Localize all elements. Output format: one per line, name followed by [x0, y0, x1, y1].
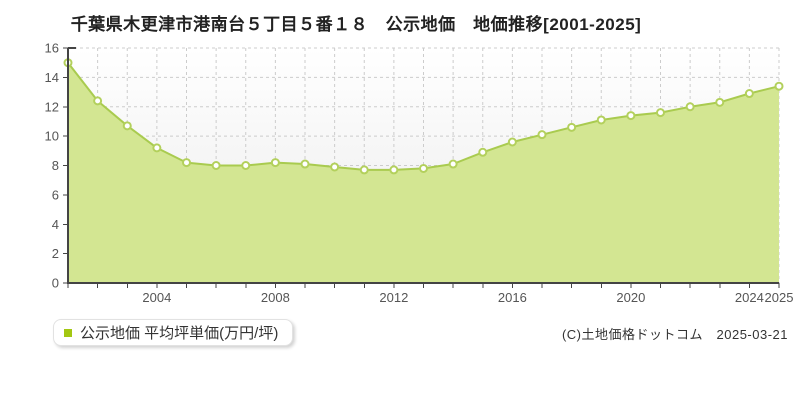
- data-point[interactable]: [359, 165, 369, 175]
- data-point[interactable]: [656, 108, 665, 118]
- x-tick-label: 2020: [616, 290, 645, 305]
- data-point[interactable]: [774, 81, 784, 91]
- data-point[interactable]: [715, 97, 725, 107]
- data-point[interactable]: [685, 102, 695, 112]
- legend-marker-swatch: [64, 328, 72, 337]
- data-point[interactable]: [448, 159, 458, 169]
- x-tick-label: 2004: [142, 290, 171, 305]
- y-tick-label: 0: [52, 276, 59, 291]
- legend-label: 公示地価 平均坪単価(万円/坪): [80, 325, 279, 342]
- data-point[interactable]: [507, 137, 517, 147]
- x-tick-label: 2025: [765, 290, 794, 305]
- data-point[interactable]: [122, 121, 132, 131]
- data-point[interactable]: [182, 158, 191, 168]
- data-point[interactable]: [537, 130, 547, 140]
- page-title: 千葉県木更津市港南台５丁目５番１８ 公示地価 地価推移[2001-2025]: [70, 15, 642, 34]
- data-point[interactable]: [270, 158, 280, 168]
- x-tick-label: 2012: [379, 290, 408, 305]
- copyright-text: (C)土地価格ドットコム 2025-03-21: [561, 327, 788, 342]
- data-point[interactable]: [93, 96, 103, 106]
- y-tick-label: 14: [45, 70, 59, 85]
- y-tick-label: 2: [52, 246, 59, 261]
- data-point[interactable]: [626, 111, 636, 121]
- legend: 公示地価 平均坪単価(万円/坪): [53, 319, 294, 346]
- data-point[interactable]: [419, 163, 428, 173]
- data-point[interactable]: [300, 159, 310, 169]
- data-point[interactable]: [596, 115, 606, 125]
- data-point[interactable]: [241, 161, 251, 170]
- x-tick-label: 2024: [735, 290, 764, 305]
- y-tick-label: 6: [52, 187, 59, 202]
- x-tick-label: 2008: [261, 290, 290, 305]
- data-point[interactable]: [330, 162, 340, 172]
- y-tick-label: 10: [45, 129, 59, 144]
- data-point[interactable]: [744, 89, 754, 99]
- data-point[interactable]: [567, 122, 577, 132]
- data-point[interactable]: [389, 165, 399, 175]
- data-point[interactable]: [211, 161, 221, 170]
- data-point[interactable]: [152, 143, 162, 153]
- y-tick-label: 4: [52, 217, 59, 232]
- y-tick-label: 12: [45, 99, 59, 114]
- y-tick-label: 8: [52, 158, 59, 173]
- data-point[interactable]: [478, 147, 488, 157]
- y-tick-label: 16: [45, 41, 59, 56]
- x-tick-label: 2016: [498, 290, 527, 305]
